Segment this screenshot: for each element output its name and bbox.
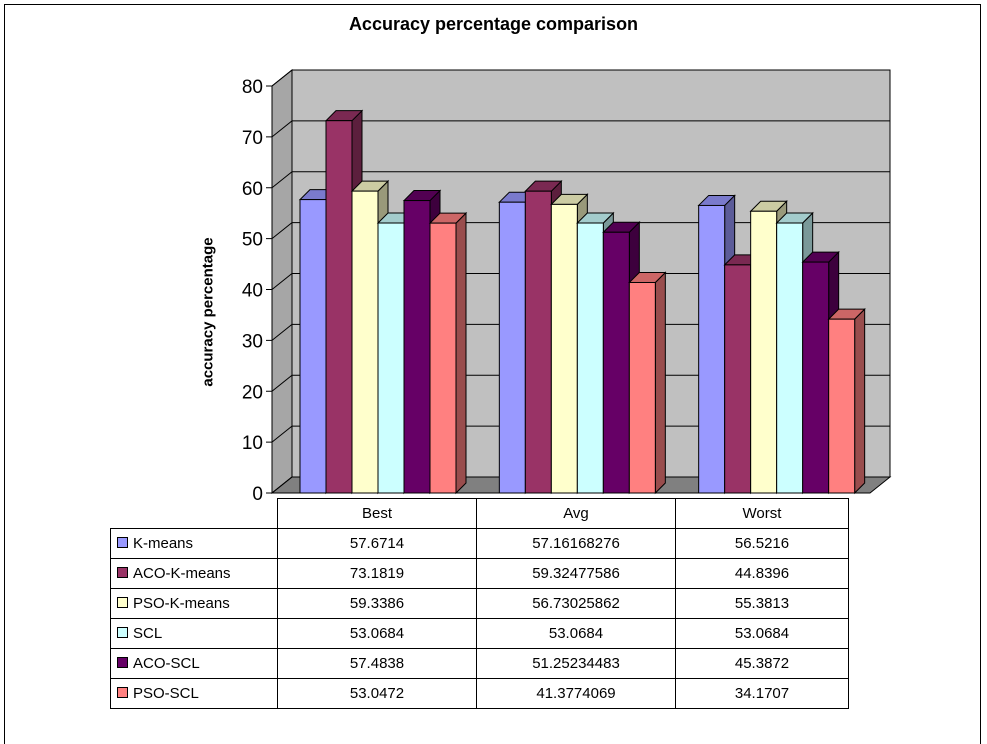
series-name-cell: ACO-SCL [110,648,278,679]
table-row: PSO-K-means 59.3386 56.73025862 55.3813 [110,588,849,619]
category-header: Avg [476,498,676,529]
y-tick-label: 10 [242,433,263,454]
gridline [271,120,890,138]
y-tick-label: 60 [242,179,263,200]
data-label: 56.73025862 [476,588,676,619]
y-tick-label: 0 [252,484,263,500]
data-label: 56.5216 [675,528,849,559]
data-label: 73.1819 [277,558,477,589]
series-name: K-means [133,535,194,552]
y-tick-label: 20 [242,382,263,403]
table-row: ACO-K-means 73.1819 59.32477586 44.8396 [110,558,849,589]
bar-pso-scl-avg [628,271,667,495]
gridline [271,374,890,392]
table-row: SCL 53.0684 53.0684 53.0684 [110,618,849,649]
series-name-cell: PSO-K-means [110,588,278,619]
data-label: 44.8396 [675,558,849,589]
gridline [271,69,890,87]
legend-swatch [117,687,128,698]
data-label: 53.0684 [476,618,676,649]
series-name: SCL [133,625,163,642]
gridline [271,425,890,443]
bar-pso-scl-best [428,211,468,495]
series-name: PSO-K-means [133,595,230,612]
data-label: 51.25234483 [476,648,676,679]
bar-pso-scl-worst [827,307,866,495]
table-header-row: Best Avg Worst [111,498,849,529]
category-header: Worst [675,498,849,529]
legend-swatch [117,597,128,608]
gridline [271,273,890,290]
data-label: 55.3813 [675,588,849,619]
data-label: 57.16168276 [476,528,676,559]
series-name-cell: SCL [110,618,278,649]
data-label: 53.0684 [675,618,849,649]
data-label: 53.0472 [277,678,477,709]
y-tick-label: 40 [242,281,263,302]
table-row: ACO-SCL 57.4838 51.25234483 45.3872 [110,648,849,679]
series-name: ACO-K-means [133,565,231,582]
data-label: 59.3386 [277,588,477,619]
data-label: 41.3774069 [476,678,676,709]
data-label: 57.6714 [277,528,477,559]
data-label: 53.0684 [277,618,477,649]
series-name: PSO-SCL [133,685,199,702]
y-axis-label: accuracy percentage [199,237,217,387]
data-label: 45.3872 [675,648,849,679]
category-header: Best [277,498,477,529]
data-label: 59.32477586 [476,558,676,589]
gridline [271,171,890,189]
legend-swatch [117,567,128,578]
plot-area: 0 10 20 30 40 50 60 70 80 [242,68,892,500]
gridline [271,222,890,240]
series-name: ACO-SCL [133,655,200,672]
gridline [271,476,890,494]
y-tick-label: 80 [242,77,263,98]
chart-frame [4,4,981,744]
data-label: 57.4838 [277,648,477,679]
legend-swatch [117,537,128,548]
table-row: PSO-SCL 53.0472 41.3774069 34.1707 [110,678,849,709]
y-tick-label: 30 [242,331,263,352]
series-name-cell: ACO-K-means [110,558,278,589]
y-tick-label: 50 [242,230,263,251]
series-name-cell: K-means [110,528,278,559]
y-tick-label: 70 [242,128,263,149]
data-label: 34.1707 [675,678,849,709]
table-corner [111,499,278,529]
data-table: Best Avg Worst K-means 57.6714 57.16168276 56.… [110,498,849,709]
series-name-cell: PSO-SCL [110,678,278,709]
legend-swatch [117,657,128,668]
legend-swatch [117,627,128,638]
gridline [271,323,890,341]
table-row: K-means 57.6714 57.16168276 56.5216 [110,528,849,559]
chart-title: Accuracy percentage comparison [348,14,639,34]
